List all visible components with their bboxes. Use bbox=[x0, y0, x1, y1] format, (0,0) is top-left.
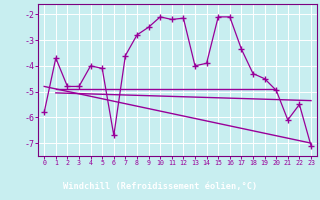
Text: Windchill (Refroidissement éolien,°C): Windchill (Refroidissement éolien,°C) bbox=[63, 182, 257, 192]
